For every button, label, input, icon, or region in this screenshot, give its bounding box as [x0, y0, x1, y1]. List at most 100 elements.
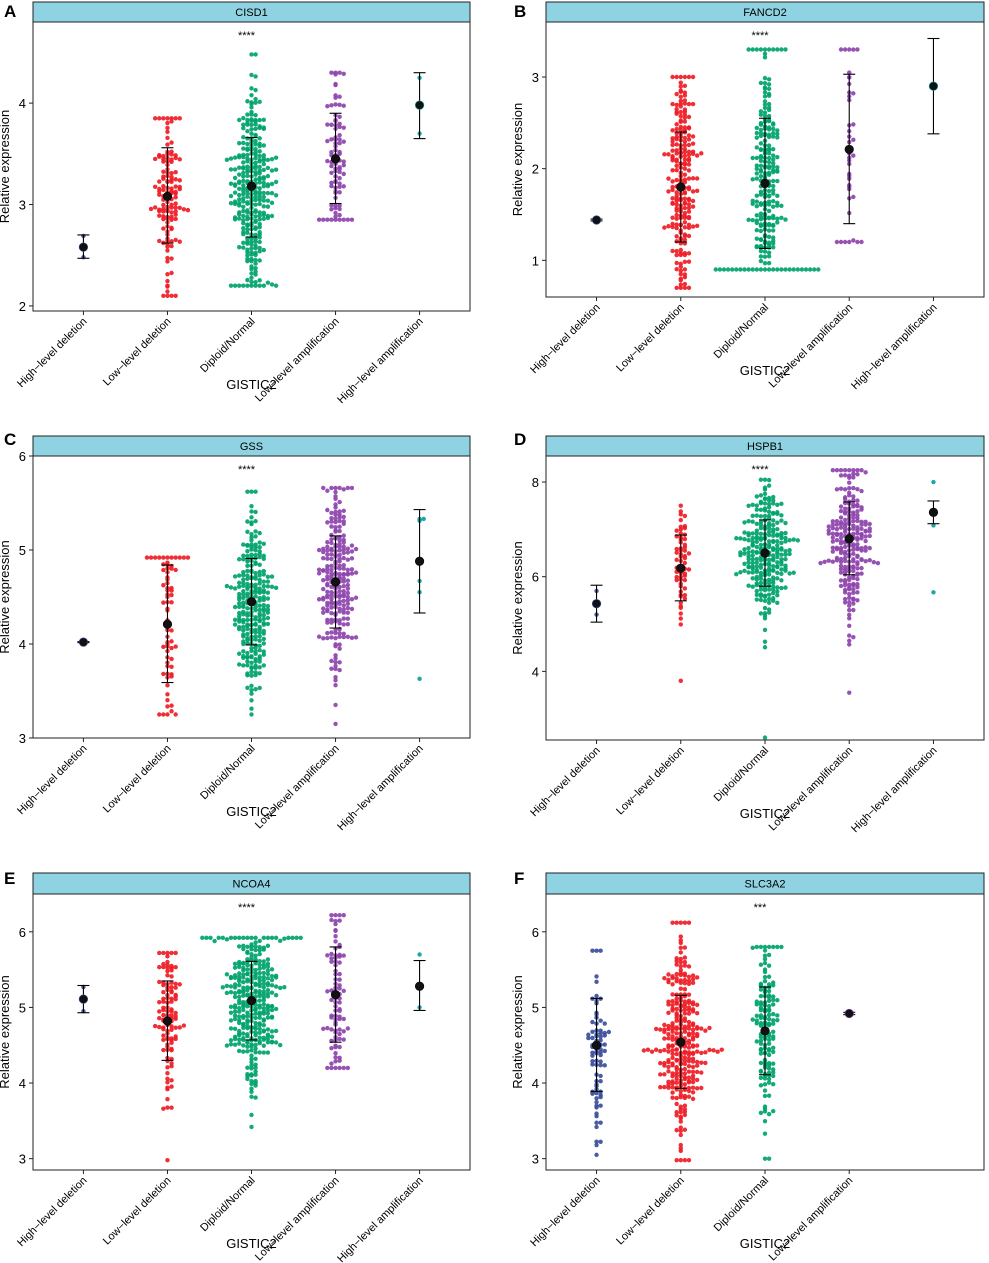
- data-point: [273, 1006, 279, 1012]
- data-point: [795, 538, 800, 543]
- data-point: [838, 541, 844, 546]
- x-tick-label: High−level amplification: [335, 1175, 425, 1263]
- data-point: [779, 47, 784, 52]
- data-point: [245, 993, 250, 998]
- data-point: [165, 1087, 170, 1092]
- mean-point: [246, 597, 257, 607]
- data-point: [249, 271, 254, 276]
- data-point: [674, 225, 679, 231]
- data-point: [590, 1053, 595, 1058]
- data-point: [333, 659, 338, 665]
- data-point: [253, 574, 258, 580]
- data-point: [690, 149, 696, 154]
- data-point: [766, 1063, 772, 1068]
- data-point: [341, 592, 346, 597]
- data-point: [834, 487, 840, 492]
- data-point: [161, 582, 166, 588]
- data-point: [803, 267, 809, 272]
- data-point: [690, 141, 696, 146]
- data-point: [590, 1062, 595, 1067]
- data-point: [261, 652, 266, 657]
- data-point: [253, 74, 258, 79]
- data-point: [678, 517, 683, 523]
- data-point: [791, 267, 796, 272]
- data-point: [766, 228, 772, 233]
- data-point: [333, 663, 338, 669]
- data-point: [253, 1050, 258, 1055]
- data-point: [799, 267, 805, 272]
- data-point: [682, 1007, 688, 1013]
- data-point: [241, 183, 246, 188]
- data-point: [261, 1050, 266, 1055]
- data-point: [762, 506, 768, 511]
- data-point: [686, 1045, 692, 1050]
- data-point: [249, 1073, 254, 1078]
- data-point: [690, 1043, 696, 1048]
- mean-point: [844, 1008, 854, 1019]
- data-point: [237, 601, 242, 606]
- data-point: [157, 999, 162, 1005]
- data-point: [766, 86, 772, 92]
- data-point: [775, 593, 780, 598]
- data-point: [169, 119, 174, 124]
- data-point: [329, 571, 334, 577]
- data-point: [662, 152, 667, 157]
- data-point: [245, 962, 250, 968]
- data-point: [269, 1039, 275, 1045]
- significance-label: ****: [238, 902, 256, 914]
- data-point: [253, 119, 258, 124]
- data-point: [245, 655, 250, 660]
- data-point: [682, 523, 688, 529]
- data-point: [341, 563, 346, 568]
- data-point: [169, 149, 174, 154]
- mean-point: [414, 981, 425, 991]
- data-point: [758, 531, 764, 536]
- data-point: [273, 1040, 279, 1045]
- data-point: [775, 220, 780, 225]
- x-tick-label: Low−level deletion: [101, 1175, 174, 1248]
- data-point: [758, 514, 764, 519]
- data-point: [157, 1009, 162, 1014]
- data-point: [341, 71, 346, 76]
- data-point: [686, 205, 692, 210]
- data-point: [245, 136, 250, 141]
- data-point: [245, 147, 250, 153]
- x-tick-label: Low−level deletion: [101, 316, 174, 389]
- data-point: [674, 1076, 679, 1082]
- data-point: [333, 682, 338, 688]
- data-point: [682, 993, 688, 999]
- data-point: [678, 611, 683, 616]
- data-point: [779, 546, 784, 551]
- data-point: [754, 513, 759, 518]
- data-point: [678, 272, 683, 277]
- data-point: [775, 560, 780, 565]
- data-point: [232, 994, 238, 1000]
- data-point: [779, 944, 784, 950]
- x-tick-label: High−level amplification: [849, 745, 939, 835]
- data-point: [298, 935, 303, 941]
- data-point: [341, 1016, 346, 1022]
- x-axis-label: GISTIC2: [740, 806, 791, 821]
- x-tick-label: Low−level deletion: [614, 1175, 687, 1248]
- data-point: [847, 480, 852, 485]
- data-point: [261, 194, 266, 200]
- data-point: [766, 557, 772, 562]
- data-point: [682, 139, 688, 144]
- data-point: [750, 502, 755, 508]
- data-point: [245, 1072, 250, 1077]
- data-point: [325, 1025, 330, 1031]
- data-point: [931, 479, 936, 485]
- data-point: [838, 239, 844, 245]
- data-point: [329, 515, 334, 521]
- data-point: [762, 948, 768, 953]
- data-point: [754, 560, 759, 565]
- data-point: [253, 279, 258, 285]
- data-point: [758, 1038, 764, 1043]
- data-point: [253, 988, 258, 994]
- data-point: [337, 552, 342, 558]
- data-point: [261, 161, 266, 167]
- data-point: [269, 1029, 275, 1034]
- data-point: [237, 584, 242, 589]
- data-point: [838, 508, 844, 514]
- data-point: [758, 1034, 764, 1040]
